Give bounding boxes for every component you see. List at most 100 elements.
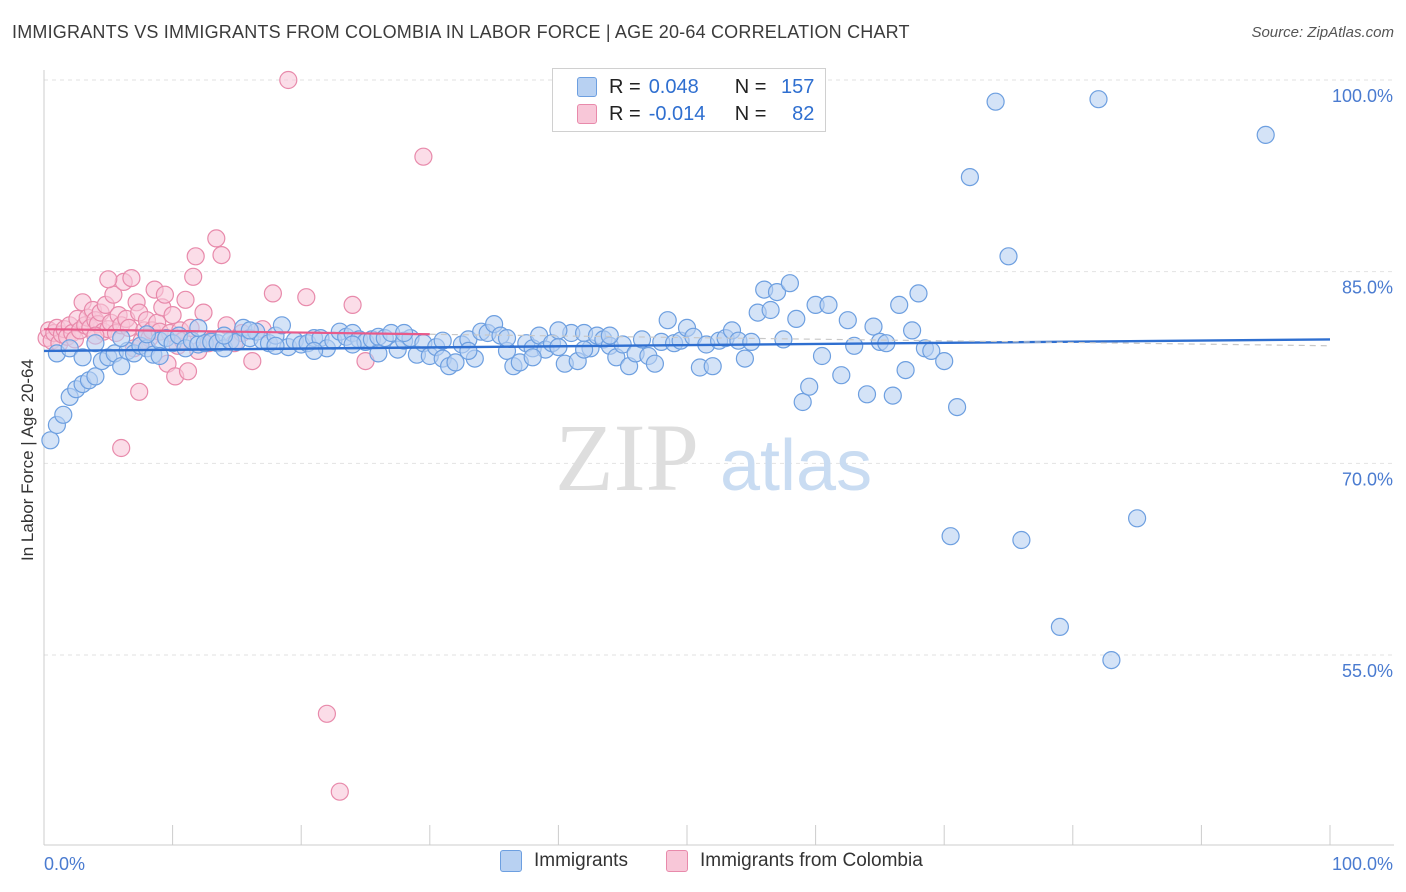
r-value: -0.014 [648, 102, 706, 125]
x-tick-label: 0.0% [44, 854, 85, 874]
data-point-immigrants [305, 341, 324, 360]
data-point-immigrants [459, 341, 478, 360]
data-point-immigrants [632, 330, 652, 349]
trend-line-colombia [43, 328, 430, 336]
data-point-colombia [414, 147, 433, 166]
data-point-colombia [263, 284, 282, 303]
data-point-colombia [112, 438, 131, 458]
data-point-immigrants [645, 354, 665, 373]
data-point-immigrants [1127, 509, 1147, 528]
data-point-immigrants [497, 329, 517, 348]
data-point-immigrants [703, 357, 722, 376]
data-point-immigrants [1256, 125, 1275, 144]
data-point-immigrants [819, 295, 838, 314]
data-point-immigrants [935, 352, 954, 371]
stats-row-colombia: R = -0.014 N = 82 [577, 102, 814, 126]
watermark-zip: ZIP [555, 404, 699, 511]
legend-item-colombia: Immigrants from Colombia [666, 850, 923, 872]
series-legend: Immigrants Immigrants from Colombia [0, 850, 1406, 880]
data-point-immigrants [1102, 650, 1121, 670]
data-point-immigrants [767, 283, 787, 302]
data-point-colombia [163, 306, 182, 325]
data-point-colombia [207, 229, 226, 248]
data-point-immigrants [112, 329, 131, 348]
data-point-immigrants [999, 247, 1018, 266]
y-tick-label: 70.0% [1342, 469, 1393, 489]
data-point-immigrants [112, 357, 131, 376]
data-point-immigrants [864, 317, 883, 336]
data-point-immigrants [549, 321, 568, 340]
data-point-colombia [194, 303, 213, 322]
data-point-colombia [330, 782, 349, 801]
y-tick-label: 85.0% [1342, 278, 1393, 298]
data-point-immigrants [960, 168, 980, 187]
data-point-colombia [297, 288, 316, 307]
data-point-immigrants [523, 348, 542, 367]
legend-swatch-blue [500, 850, 522, 872]
legend-label: Immigrants [534, 850, 628, 871]
data-point-immigrants [272, 316, 291, 335]
data-point-immigrants [947, 398, 967, 417]
data-point-immigrants [54, 405, 73, 424]
data-point-immigrants [735, 349, 755, 368]
data-point-immigrants [150, 346, 169, 366]
y-tick-label: 55.0% [1342, 661, 1393, 681]
data-point-immigrants [1012, 530, 1031, 550]
data-point-immigrants [214, 326, 234, 345]
data-point-immigrants [787, 309, 806, 328]
legend-item-immigrants: Immigrants [500, 850, 628, 872]
colombia-points [37, 70, 433, 801]
y-tick-label: 100.0% [1332, 86, 1393, 106]
data-point-immigrants [189, 318, 208, 337]
data-point-immigrants [890, 295, 909, 314]
data-point-immigrants [812, 346, 832, 366]
data-point-immigrants [600, 326, 619, 345]
immigrants-points [41, 90, 1275, 670]
tick-labels: 55.0% 70.0% 85.0% 100.0% 0.0% 100.0% [44, 86, 1393, 874]
data-point-colombia [212, 246, 231, 265]
data-point-colombia [178, 362, 198, 381]
n-value: 82 [792, 102, 815, 125]
data-point-immigrants [896, 361, 915, 380]
data-point-immigrants [838, 311, 857, 330]
trend-line-immigrants [43, 338, 1331, 353]
data-point-immigrants [845, 336, 864, 355]
data-point-colombia [317, 704, 336, 723]
r-label: R = [609, 75, 641, 98]
stats-row-immigrants: R = 0.048 N = 157 [577, 75, 814, 99]
legend-swatch-pink [666, 850, 688, 872]
data-point-immigrants [433, 331, 452, 350]
data-point-immigrants [574, 340, 594, 359]
data-point-immigrants [780, 274, 800, 293]
data-point-colombia [186, 247, 205, 266]
data-point-colombia [176, 290, 195, 309]
chart-title: IMMIGRANTS VS IMMIGRANTS FROM COLOMBIA I… [12, 22, 910, 42]
data-point-immigrants [73, 348, 92, 367]
data-point-immigrants [761, 300, 780, 320]
data-point-colombia [279, 70, 298, 90]
trend-line-colombia-extension [429, 333, 1331, 347]
data-point-immigrants [1089, 90, 1108, 109]
axes [43, 70, 1394, 846]
source-label: Source: ZipAtlas.com [1251, 24, 1394, 41]
data-point-immigrants [742, 332, 761, 351]
data-point-immigrants [446, 353, 465, 372]
data-point-colombia [343, 295, 362, 314]
data-point-immigrants [86, 367, 105, 386]
data-point-immigrants [793, 392, 812, 412]
stats-legend: R = 0.048 N = 157 R = -0.014 N = 82 [552, 68, 826, 132]
data-point-immigrants [941, 527, 960, 546]
data-point-colombia [99, 270, 118, 289]
legend-swatch-pink [577, 104, 597, 124]
data-point-immigrants [41, 431, 60, 450]
data-point-colombia [243, 352, 262, 371]
r-label: R = [609, 102, 641, 125]
data-point-immigrants [902, 321, 922, 340]
data-point-immigrants [60, 339, 79, 358]
data-point-immigrants [832, 366, 851, 385]
data-point-immigrants [800, 377, 819, 396]
data-point-immigrants [658, 311, 677, 330]
n-value: 157 [781, 75, 815, 98]
data-point-immigrants [86, 334, 105, 353]
